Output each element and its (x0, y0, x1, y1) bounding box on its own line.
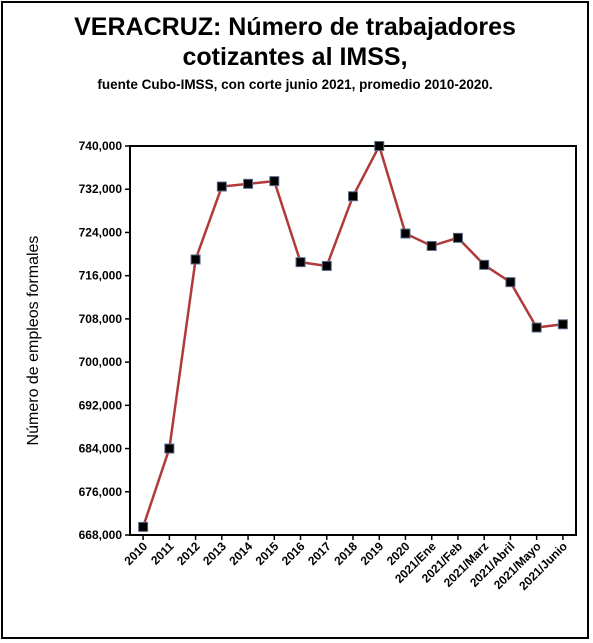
data-point-marker (138, 521, 149, 532)
data-point-marker (321, 260, 332, 271)
data-point-marker (452, 232, 463, 243)
y-tick-label: 708,000 (79, 312, 123, 326)
x-tick-label: 2010 (121, 539, 150, 568)
x-tick-label: 2013 (200, 539, 229, 568)
plot-area (129, 145, 577, 536)
y-tick-label: 676,000 (79, 485, 123, 499)
y-tick-label: 732,000 (79, 182, 123, 196)
data-point-marker (479, 259, 490, 270)
data-point-marker (505, 277, 516, 288)
y-tick-label: 740,000 (79, 139, 123, 153)
data-point-marker (190, 254, 201, 265)
data-point-marker (295, 257, 306, 268)
y-tick-label: 700,000 (79, 355, 123, 369)
y-axis-label: Número de empleos formales (25, 236, 42, 446)
data-point-marker (557, 319, 568, 330)
chart-title: VERACRUZ: Número de trabajadores cotizan… (74, 13, 516, 71)
y-tick-label: 668,000 (79, 528, 123, 542)
x-axis-ticks: 2010201120122013201420152016201720182019… (121, 535, 570, 593)
data-point-marker (269, 176, 280, 187)
data-series (138, 141, 568, 532)
x-tick-label: 2016 (279, 539, 308, 568)
data-point-marker (348, 191, 358, 202)
x-tick-label: 2017 (305, 539, 334, 568)
y-tick-label: 684,000 (79, 442, 123, 456)
chart-subtitle: fuente Cubo-IMSS, con corte junio 2021, … (97, 77, 493, 92)
y-tick-label: 716,000 (79, 269, 123, 283)
x-tick-label: 2015 (253, 539, 282, 568)
y-tick-label: 724,000 (79, 225, 123, 239)
x-tick-label: 2014 (226, 539, 255, 568)
data-point-marker (216, 181, 227, 192)
y-tick-label: 692,000 (79, 398, 123, 412)
x-tick-label: 2018 (331, 539, 360, 568)
x-tick-label: 2012 (174, 539, 203, 568)
data-point-marker (426, 240, 437, 251)
data-point-marker (243, 178, 254, 189)
data-point-marker (164, 443, 175, 454)
x-tick-label: 2019 (358, 539, 387, 568)
data-point-marker (531, 322, 542, 333)
data-point-marker (400, 228, 411, 239)
x-tick-label: 2011 (148, 539, 177, 568)
y-axis-ticks: 668,000 676,000 684,000 692,000 700,000 708,0… (79, 139, 130, 542)
data-point-marker (374, 141, 385, 151)
